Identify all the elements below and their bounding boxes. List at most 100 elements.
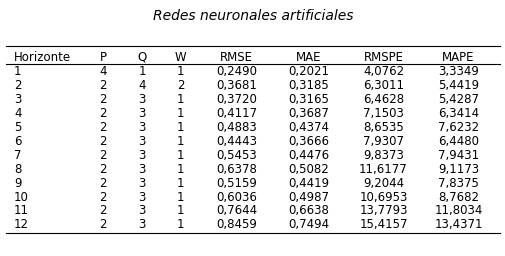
Text: 0,5159: 0,5159	[216, 177, 256, 190]
Text: 1: 1	[177, 190, 184, 204]
Text: 10: 10	[14, 190, 29, 204]
Text: 1: 1	[177, 218, 184, 231]
Text: 3: 3	[138, 107, 145, 120]
Text: 0,3666: 0,3666	[287, 135, 328, 148]
Text: 2: 2	[99, 121, 107, 134]
Text: 5,4419: 5,4419	[437, 79, 478, 92]
Text: RMSPE: RMSPE	[363, 51, 402, 63]
Text: 3: 3	[138, 93, 145, 106]
Text: 1: 1	[177, 205, 184, 217]
Text: 0,8459: 0,8459	[216, 218, 256, 231]
Text: 0,6638: 0,6638	[287, 205, 328, 217]
Text: 4: 4	[14, 107, 21, 120]
Text: 0,5453: 0,5453	[216, 149, 256, 162]
Text: 0,6036: 0,6036	[216, 190, 256, 204]
Text: W: W	[175, 51, 186, 63]
Text: 1: 1	[14, 65, 21, 78]
Text: 1: 1	[177, 135, 184, 148]
Text: 7,8375: 7,8375	[437, 177, 478, 190]
Text: 2: 2	[99, 205, 107, 217]
Text: 7,9431: 7,9431	[437, 149, 478, 162]
Text: 2: 2	[14, 79, 21, 92]
Text: 3: 3	[138, 205, 145, 217]
Text: 4: 4	[138, 79, 145, 92]
Text: 11: 11	[14, 205, 29, 217]
Text: 0,6378: 0,6378	[216, 163, 256, 176]
Text: 8: 8	[14, 163, 21, 176]
Text: 2: 2	[177, 79, 184, 92]
Text: 11,6177: 11,6177	[359, 163, 407, 176]
Text: 0,2490: 0,2490	[216, 65, 257, 78]
Text: 0,4883: 0,4883	[216, 121, 256, 134]
Text: 1: 1	[177, 121, 184, 134]
Text: 7,6232: 7,6232	[437, 121, 478, 134]
Text: RMSE: RMSE	[219, 51, 252, 63]
Text: 0,3687: 0,3687	[287, 107, 328, 120]
Text: 0,3185: 0,3185	[287, 79, 328, 92]
Text: 1: 1	[177, 149, 184, 162]
Text: 6,4480: 6,4480	[437, 135, 478, 148]
Text: 0,2021: 0,2021	[287, 65, 328, 78]
Text: 8,6535: 8,6535	[363, 121, 403, 134]
Text: 3: 3	[138, 218, 145, 231]
Text: 3,3349: 3,3349	[437, 65, 478, 78]
Text: 5,4287: 5,4287	[437, 93, 478, 106]
Text: 2: 2	[99, 93, 107, 106]
Text: Horizonte: Horizonte	[14, 51, 71, 63]
Text: 3: 3	[138, 135, 145, 148]
Text: 1: 1	[177, 65, 184, 78]
Text: 13,7793: 13,7793	[359, 205, 407, 217]
Text: 2: 2	[99, 177, 107, 190]
Text: 2: 2	[99, 135, 107, 148]
Text: 3: 3	[138, 177, 145, 190]
Text: 13,4371: 13,4371	[433, 218, 482, 231]
Text: 1: 1	[177, 163, 184, 176]
Text: P: P	[99, 51, 107, 63]
Text: MAPE: MAPE	[441, 51, 474, 63]
Text: 1: 1	[177, 177, 184, 190]
Text: 6: 6	[14, 135, 21, 148]
Text: 1: 1	[138, 65, 145, 78]
Text: Q: Q	[137, 51, 146, 63]
Text: 3: 3	[138, 121, 145, 134]
Text: 4,0762: 4,0762	[362, 65, 403, 78]
Text: 6,3414: 6,3414	[437, 107, 478, 120]
Text: 2: 2	[99, 190, 107, 204]
Text: 2: 2	[99, 163, 107, 176]
Text: 9,8373: 9,8373	[362, 149, 403, 162]
Text: 6,4628: 6,4628	[362, 93, 403, 106]
Text: 3: 3	[14, 93, 21, 106]
Text: 3: 3	[138, 149, 145, 162]
Text: 0,3681: 0,3681	[216, 79, 256, 92]
Text: 6,3011: 6,3011	[362, 79, 403, 92]
Text: Redes neuronales artificiales: Redes neuronales artificiales	[153, 9, 352, 23]
Text: 0,4117: 0,4117	[215, 107, 257, 120]
Text: 9,2044: 9,2044	[362, 177, 403, 190]
Text: 0,4419: 0,4419	[287, 177, 328, 190]
Text: 0,7644: 0,7644	[215, 205, 257, 217]
Text: 5: 5	[14, 121, 21, 134]
Text: 2: 2	[99, 218, 107, 231]
Text: 15,4157: 15,4157	[359, 218, 407, 231]
Text: 0,3720: 0,3720	[216, 93, 256, 106]
Text: 12: 12	[14, 218, 29, 231]
Text: 4: 4	[99, 65, 107, 78]
Text: 0,4987: 0,4987	[287, 190, 328, 204]
Text: 1: 1	[177, 107, 184, 120]
Text: 8,7682: 8,7682	[437, 190, 478, 204]
Text: 3: 3	[138, 163, 145, 176]
Text: 10,6953: 10,6953	[359, 190, 407, 204]
Text: 2: 2	[99, 149, 107, 162]
Text: 9: 9	[14, 177, 21, 190]
Text: 7,1503: 7,1503	[362, 107, 403, 120]
Text: 0,3165: 0,3165	[287, 93, 328, 106]
Text: 9,1173: 9,1173	[437, 163, 478, 176]
Text: 1: 1	[177, 93, 184, 106]
Text: 7,9307: 7,9307	[362, 135, 403, 148]
Text: 2: 2	[99, 107, 107, 120]
Text: 0,4476: 0,4476	[287, 149, 328, 162]
Text: 11,8034: 11,8034	[433, 205, 482, 217]
Text: 2: 2	[99, 79, 107, 92]
Text: 3: 3	[138, 190, 145, 204]
Text: 0,4443: 0,4443	[216, 135, 257, 148]
